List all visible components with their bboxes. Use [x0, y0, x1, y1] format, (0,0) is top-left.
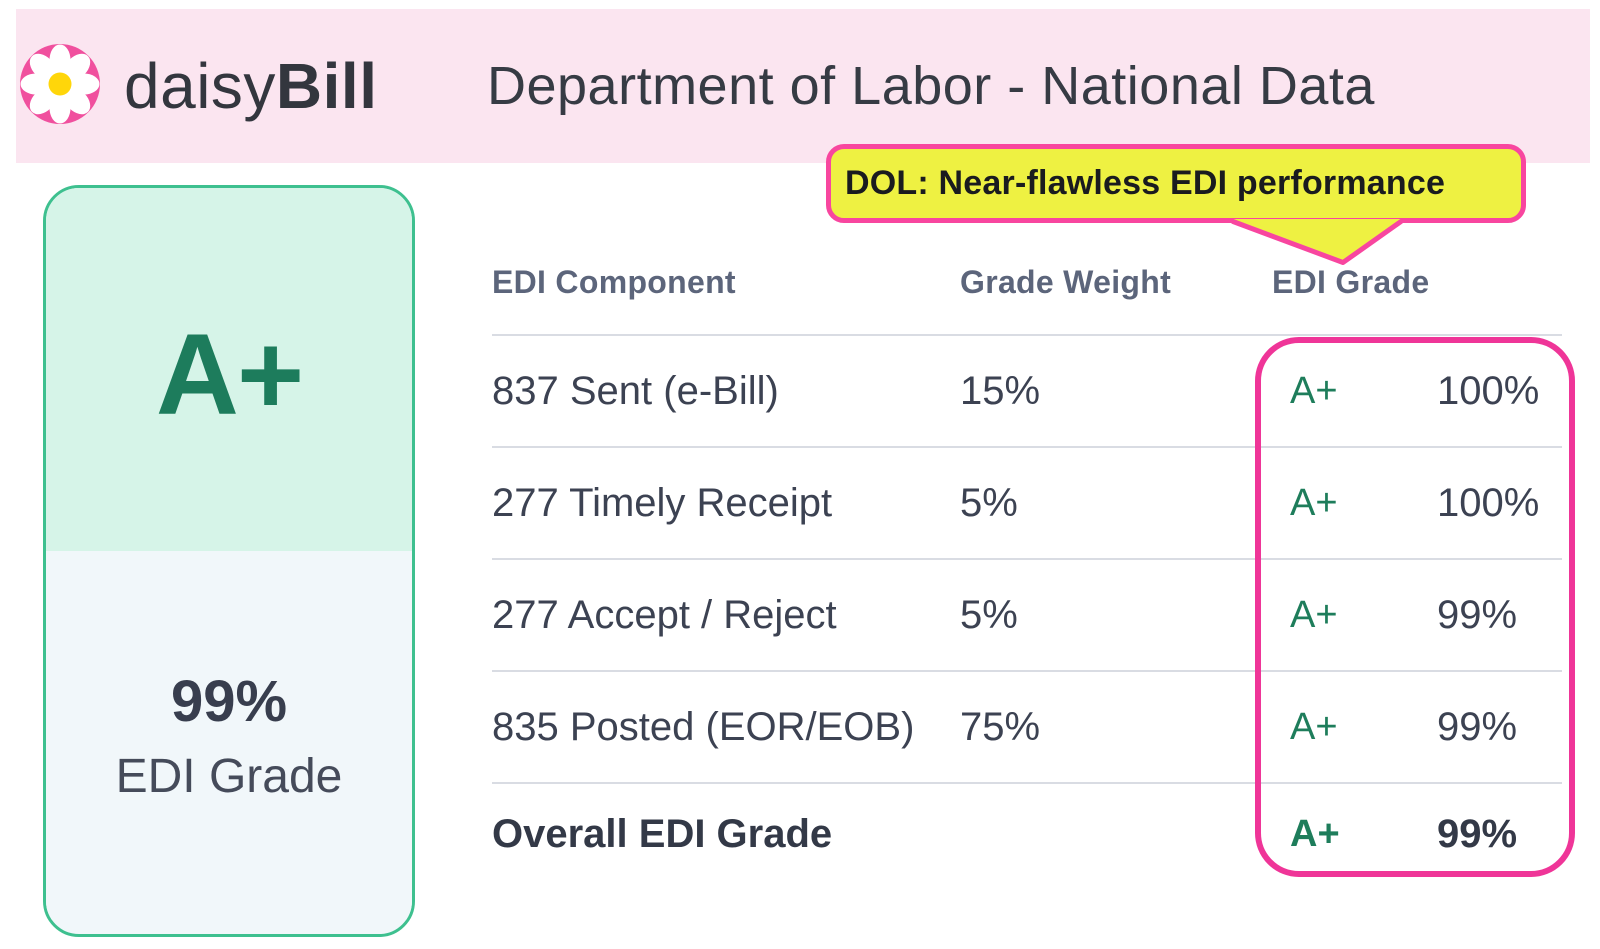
table-row: 277 Timely Receipt 5% A+ 100%: [492, 448, 1562, 560]
overall-grade-card: A+ 99% EDI Grade: [43, 185, 415, 937]
callout-text: DOL: Near-flawless EDI performance: [845, 164, 1446, 202]
grade-weight: 75%: [960, 704, 1041, 749]
col-header-grade-weight: Grade Weight: [960, 264, 1172, 300]
table-row: 277 Accept / Reject 5% A+ 99%: [492, 560, 1562, 672]
brand-bill: Bill: [275, 50, 378, 122]
daisybill-logo: [20, 44, 100, 124]
overall-percent: 99%: [170, 668, 288, 734]
component-name: 277 Timely Receipt: [492, 480, 833, 525]
table-row: 837 Sent (e-Bill) 15% A+ 100%: [492, 336, 1562, 448]
brand-daisy: daisy: [124, 50, 276, 122]
col-header-edi-component: EDI Component: [492, 264, 736, 300]
component-name: 837 Sent (e-Bill): [492, 368, 779, 413]
overall-row-score: 99%: [1437, 811, 1518, 856]
grade-weight: 15%: [960, 368, 1041, 413]
overall-row-grade: A+: [1290, 812, 1340, 855]
grade-percent-panel: 99% EDI Grade: [46, 551, 412, 920]
col-header-edi-grade: EDI Grade: [1272, 264, 1430, 300]
brand-wordmark: daisy Bill: [124, 9, 377, 163]
page-title: Department of Labor - National Data: [487, 56, 1375, 116]
table-overall-row: Overall EDI Grade A+ 99%: [492, 784, 1562, 884]
grade-weight: 5%: [960, 480, 1018, 525]
component-name: 835 Posted (EOR/EOB): [492, 704, 915, 749]
grade-letter-panel: A+: [46, 188, 412, 565]
daisy-flower-icon: [20, 44, 100, 124]
annotation-callout: DOL: Near-flawless EDI performance: [826, 144, 1526, 223]
percent-score: 99%: [1437, 592, 1518, 637]
letter-grade: A+: [1290, 369, 1338, 412]
percent-score: 99%: [1437, 704, 1518, 749]
letter-grade: A+: [1290, 593, 1338, 636]
overall-row-label: Overall EDI Grade: [492, 811, 833, 856]
table-header-row: EDI Component Grade Weight EDI Grade: [492, 250, 1562, 336]
overall-letter-grade: A+: [155, 311, 304, 439]
table-row: 835 Posted (EOR/EOB) 75% A+ 99%: [492, 672, 1562, 784]
percent-score: 100%: [1437, 368, 1540, 413]
component-name: 277 Accept / Reject: [492, 592, 837, 637]
percent-score: 100%: [1437, 480, 1540, 525]
header-band: daisy Bill Department of Labor - National…: [16, 9, 1590, 163]
letter-grade: A+: [1290, 481, 1338, 524]
grade-weight: 5%: [960, 592, 1018, 637]
grade-label: EDI Grade: [115, 749, 343, 803]
letter-grade: A+: [1290, 705, 1338, 748]
edi-grade-table: EDI Component Grade Weight EDI Grade 837…: [492, 250, 1562, 884]
callout-tail-icon: [1230, 219, 1404, 265]
